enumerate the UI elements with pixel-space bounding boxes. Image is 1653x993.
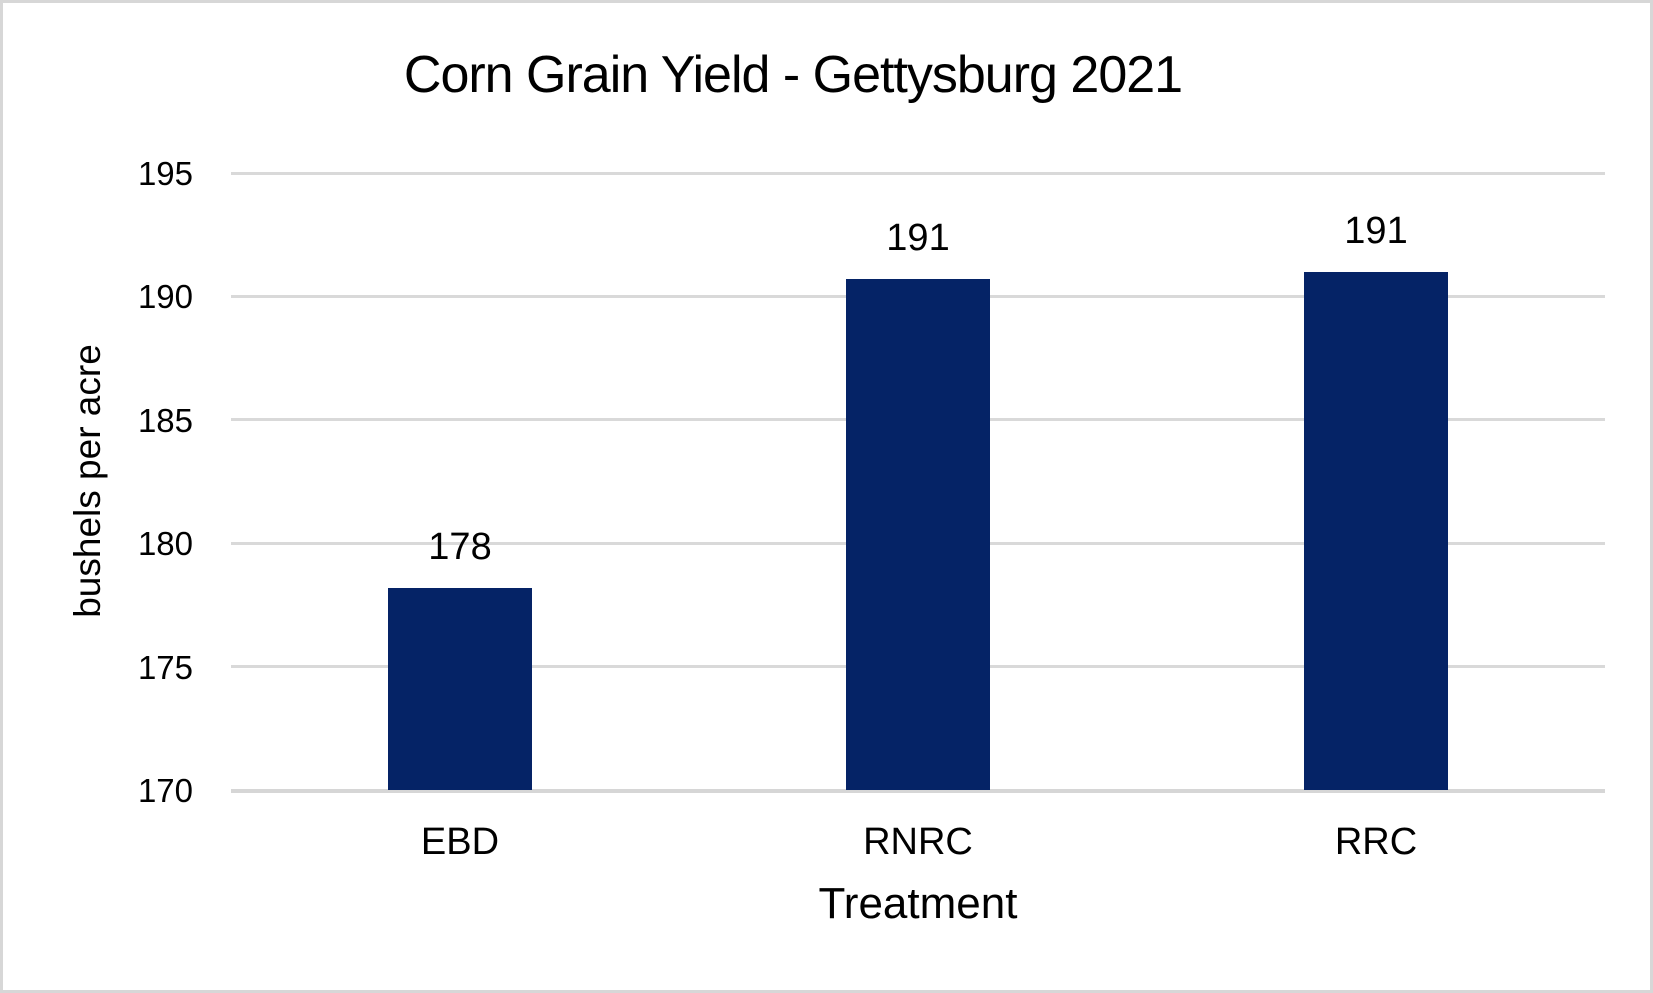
y-tick-label: 175: [137, 648, 193, 686]
bar-data-label: 191: [1344, 209, 1408, 252]
bar: [846, 279, 990, 790]
gridline: [231, 171, 1605, 175]
plot-area: 195 190 185 180 175 170 178 EBD 191 RNRC 191 RRC: [3, 3, 1650, 990]
bar-data-label: 191: [886, 217, 950, 260]
bar-data-label: 178: [428, 525, 492, 568]
y-tick-label: 185: [137, 401, 193, 439]
y-tick-label: 170: [137, 772, 193, 809]
x-tick-label: RNRC: [863, 821, 973, 863]
y-tick-label: 195: [137, 155, 193, 192]
bar: [1304, 271, 1448, 790]
chart-title: Corn Grain Yield - Gettysburg 2021: [403, 46, 1183, 104]
y-tick-label: 190: [137, 278, 193, 316]
bar: [388, 587, 532, 790]
x-tick-label: EBD: [420, 821, 500, 863]
y-tick-label: 180: [137, 525, 193, 563]
x-tick-label: RRC: [1334, 821, 1418, 863]
x-axis-title: Treatment: [818, 879, 1018, 928]
x-axis-line: [231, 788, 1605, 793]
